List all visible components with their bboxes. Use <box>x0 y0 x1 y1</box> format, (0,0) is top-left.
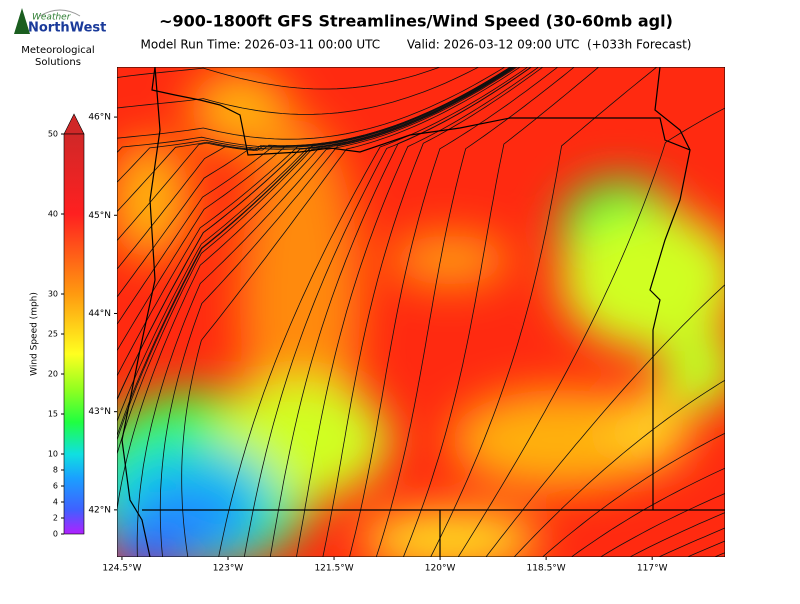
streamline <box>541 432 725 557</box>
logo-caption: Solutions <box>35 57 81 68</box>
streamline <box>657 527 725 557</box>
x-tick-label: 120°W <box>425 564 456 574</box>
streamline <box>117 67 515 401</box>
map <box>117 67 795 571</box>
streamline <box>485 284 725 557</box>
streamline <box>349 67 559 557</box>
logo-tree <box>14 8 30 34</box>
streamline <box>117 67 506 140</box>
y-tick-label: 45°N <box>88 211 111 221</box>
y-tick-label: 43°N <box>88 407 111 417</box>
x-tick-label: 123°W <box>213 564 244 574</box>
colorbar-tick-label: 6 <box>53 482 58 491</box>
x-tick-label: 124.5°W <box>102 564 141 574</box>
streamline <box>296 67 540 557</box>
streamline <box>513 379 725 557</box>
streamline <box>570 467 725 557</box>
streamline <box>136 67 518 557</box>
streamline <box>269 67 532 557</box>
y-tick-label: 44°N <box>88 309 111 319</box>
wind-field <box>117 70 725 557</box>
colorbar-tick-label: 15 <box>48 410 58 419</box>
streamline <box>402 67 600 557</box>
borders <box>121 67 725 557</box>
x-tick-label: 117°W <box>637 564 668 574</box>
colorbar-tick-label: 2 <box>53 514 58 523</box>
streamline <box>117 67 442 90</box>
colorbar-tick-label: 10 <box>48 450 58 459</box>
y-tick-label: 46°N <box>88 113 111 123</box>
colorbar-tick-label: 20 <box>48 370 58 379</box>
colorbar-extend <box>63 113 85 135</box>
streamline <box>117 67 513 442</box>
x-tick-label: 118.5°W <box>527 564 566 574</box>
state-border <box>142 509 725 557</box>
streamline <box>736 557 765 570</box>
logo-text: Weather <box>32 13 72 23</box>
colorbar-label: Wind Speed (mph) <box>30 292 40 376</box>
streamline <box>686 540 725 557</box>
streamline <box>629 512 725 557</box>
logo-mountain <box>39 9 81 17</box>
colorbar-tick-label: 4 <box>53 498 58 507</box>
streamline <box>788 566 795 570</box>
streamline <box>762 567 769 571</box>
colorbar-tick-label: 40 <box>48 210 58 219</box>
streamline <box>457 107 725 557</box>
streamline <box>599 492 725 557</box>
subtitle: Model Run Time: 2026-03-11 00:00 UTC Val… <box>141 38 692 52</box>
streamline <box>117 67 514 423</box>
streamline <box>218 67 529 557</box>
logo-caption: Meteorological <box>21 45 94 56</box>
streamline <box>322 67 544 557</box>
streamline <box>117 67 480 115</box>
title: ~900-1800ft GFS Streamlines/Wind Speed (… <box>159 12 673 31</box>
logo-text: NorthWest <box>28 21 106 36</box>
colorbar <box>63 133 85 535</box>
streamline <box>181 67 521 557</box>
coastline <box>121 67 161 557</box>
logo: Weather NorthWest Meteorological Solutio… <box>14 8 106 68</box>
colorbar-tick-label: 0 <box>53 530 58 539</box>
colorbar-tick-label: 50 <box>48 130 58 139</box>
colorbar-tick-label: 8 <box>53 466 58 475</box>
streamline <box>430 67 658 557</box>
colorbar-tick-label: 25 <box>48 330 58 339</box>
streamline <box>375 67 575 557</box>
colorbar-tick-label: 30 <box>48 290 58 299</box>
streamlines <box>117 67 795 571</box>
streamline <box>117 67 516 456</box>
y-tick-label: 42°N <box>88 505 111 515</box>
state-border <box>654 67 691 151</box>
x-tick-label: 121.5°W <box>314 564 353 574</box>
state-border <box>151 67 691 510</box>
